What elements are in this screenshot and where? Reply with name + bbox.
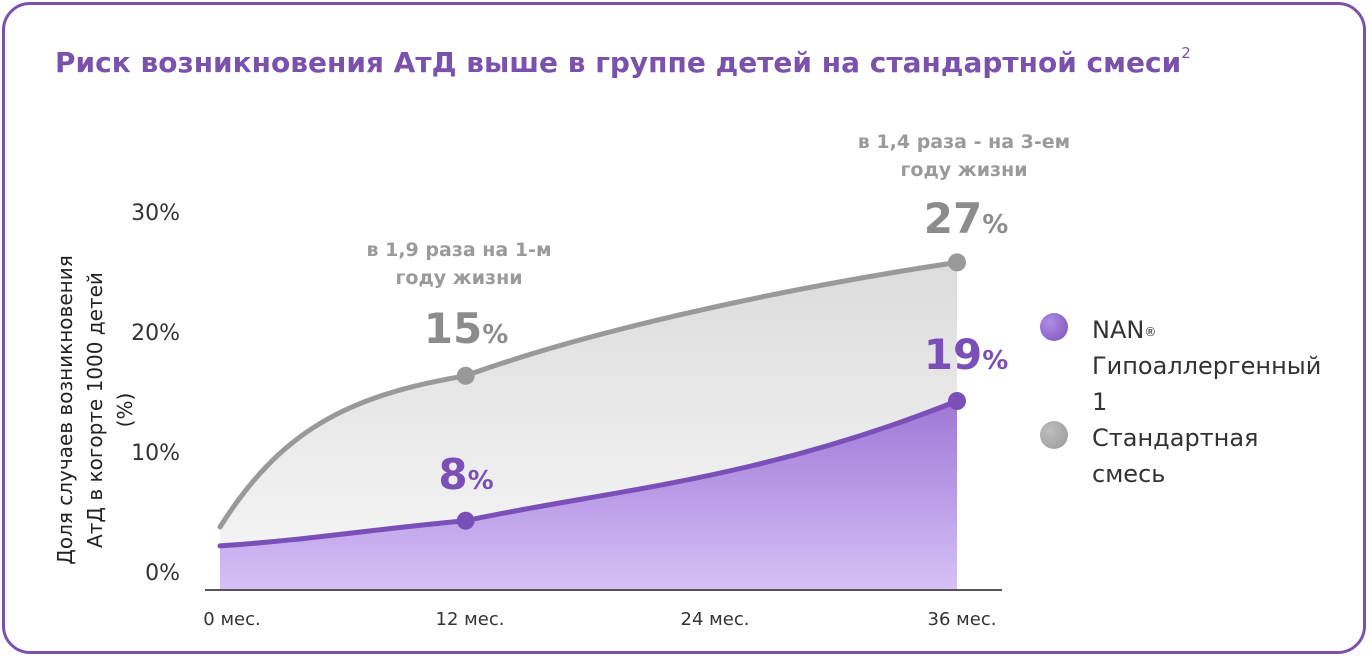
legend-nan-brand: NAN <box>1092 316 1145 344</box>
standard-point-36 <box>948 253 966 272</box>
x-tick-12: 12 мес. <box>435 609 505 630</box>
chart-title-text: Риск возникновения АтД выше в группе дет… <box>55 46 1182 79</box>
legend-item-nan: NAN® Гипоаллергенный 1 <box>1040 312 1342 420</box>
annotation-year3: в 1,4 раза - на 3-ем году жизни <box>814 128 1114 184</box>
annotation-year1-line2: году жизни <box>395 267 523 289</box>
legend-label-nan: NAN® Гипоаллергенный 1 <box>1092 312 1342 420</box>
legend-standard-line1: Стандартная <box>1092 424 1259 452</box>
nan-label-36-number: 19 <box>923 330 983 379</box>
y-tick-10: 10% <box>131 441 180 466</box>
legend-nan-name: Гипоаллергенный 1 <box>1092 352 1322 416</box>
nan-point-36 <box>948 392 966 410</box>
standard-label-12-number: 15 <box>423 304 483 353</box>
title-footnote: 2 <box>1181 44 1191 62</box>
annotation-year3-line2: году жизни <box>900 159 1028 181</box>
standard-label-36-number: 27 <box>923 194 983 243</box>
y-tick-20: 20% <box>131 321 180 346</box>
legend-label-standard: Стандартная смесь <box>1092 420 1342 492</box>
legend-nan-reg: ® <box>1144 325 1157 339</box>
legend-item-standard: Стандартная смесь <box>1040 420 1342 492</box>
nan-label-36: 19% <box>866 330 1066 379</box>
x-tick-24: 24 мес. <box>680 609 750 630</box>
x-tick-0: 0 мес. <box>203 609 261 630</box>
nan-point-12 <box>456 511 475 530</box>
nan-area <box>220 401 957 590</box>
standard-label-36-unit: % <box>982 210 1009 240</box>
standard-series-line <box>217 259 960 530</box>
y-tick-30: 30% <box>131 201 180 226</box>
nan-label-12-unit: % <box>467 466 494 496</box>
x-tick-36: 36 мес. <box>927 609 997 630</box>
annotation-year3-line1: в 1,4 раза - на 3-ем <box>857 131 1071 153</box>
nan-label-12-number: 8 <box>438 450 468 499</box>
standard-label-12: 15% <box>366 304 566 353</box>
legend-dot-standard <box>1040 421 1068 449</box>
standard-point-12 <box>456 366 475 385</box>
nan-label-36-unit: % <box>982 346 1009 376</box>
standard-label-36: 27% <box>866 194 1066 243</box>
standard-label-12-unit: % <box>482 320 509 350</box>
nan-series-line <box>217 398 960 549</box>
legend-standard-line2: смесь <box>1092 460 1166 488</box>
annotation-year1-line1: в 1,9 раза на 1-м <box>366 239 552 261</box>
y-tick-0: 0% <box>145 561 180 586</box>
chart-title: Риск возникновения АтД выше в группе дет… <box>55 44 1191 79</box>
annotation-year1: в 1,9 раза на 1-м году жизни <box>309 236 609 292</box>
nan-label-12: 8% <box>366 450 566 499</box>
legend-dot-nan <box>1040 313 1068 341</box>
